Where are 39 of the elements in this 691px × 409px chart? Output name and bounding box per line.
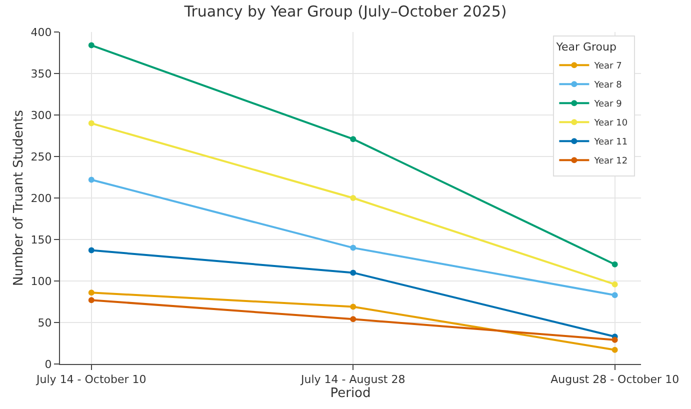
- x-axis-title: Period: [330, 386, 371, 402]
- point: [88, 290, 94, 296]
- y-tick-label: 0: [44, 358, 52, 371]
- y-tick-label: 200: [30, 192, 52, 205]
- legend-label: Year 8: [593, 80, 622, 91]
- legend-title: Year Group: [555, 40, 616, 54]
- y-tick-label: 400: [30, 26, 52, 39]
- y-tick-label: 350: [30, 67, 52, 80]
- point: [612, 336, 618, 343]
- point: [88, 247, 94, 254]
- point: [88, 176, 94, 183]
- y-tick-label: 250: [30, 150, 52, 164]
- point: [350, 244, 356, 251]
- legend-label: Year 10: [593, 118, 628, 129]
- x-tick-label: August 28 - October 10: [550, 373, 680, 386]
- legend-label: Year 11: [593, 138, 628, 148]
- point: [350, 195, 356, 201]
- y-tick-label: 50: [38, 316, 52, 330]
- point: [350, 136, 356, 142]
- point: [350, 304, 356, 310]
- point: [88, 42, 94, 48]
- legend-label: Year 12: [593, 156, 628, 167]
- x-tick-label: July 14 - October 10: [36, 373, 146, 386]
- point: [88, 297, 94, 304]
- x-tick-label: July 14 - August 28: [300, 373, 406, 386]
- legend-label: Year 9: [593, 100, 622, 110]
- chart-title: Truancy by Year Group (July–October 2025): [183, 2, 507, 21]
- y-tick-label: 150: [30, 233, 52, 246]
- point: [88, 120, 94, 126]
- y-tick-label: 100: [30, 274, 52, 288]
- point: [612, 281, 618, 288]
- point: [612, 292, 618, 298]
- y-axis-title: Number of Truant Students: [12, 110, 27, 286]
- point: [350, 316, 356, 322]
- y-tick-label: 300: [30, 108, 52, 122]
- point: [612, 261, 618, 268]
- legend-label: Year 7: [593, 62, 622, 72]
- point: [350, 270, 356, 276]
- point: [612, 346, 618, 353]
